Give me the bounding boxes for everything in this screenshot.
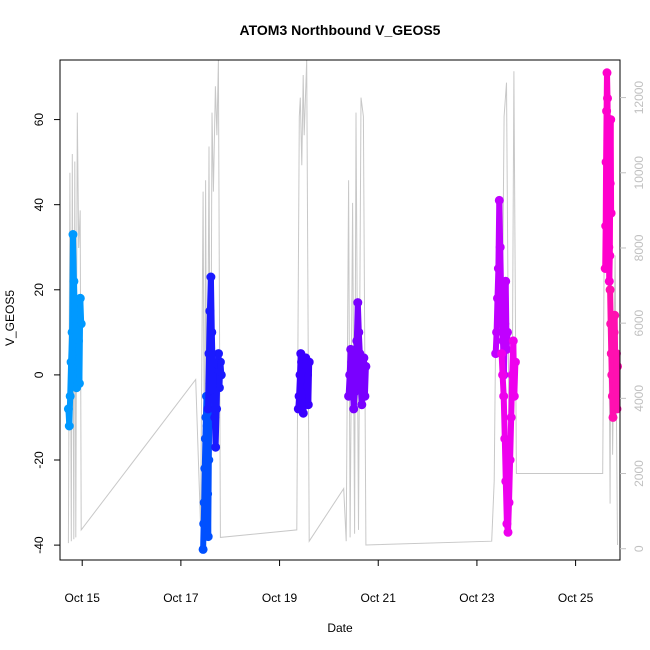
plot-frame	[59, 59, 621, 561]
series-2	[198, 357, 215, 554]
data-point-trace	[354, 299, 362, 336]
x-axis-label: Date	[327, 621, 353, 635]
data-point-trace	[511, 359, 519, 400]
plot-area	[63, 59, 622, 554]
series-6	[491, 195, 512, 380]
data-point-trace	[506, 457, 514, 506]
data-point-trace	[68, 329, 76, 366]
data-point-trace	[70, 278, 78, 315]
x-tick-label: Oct 25	[558, 591, 594, 605]
data-point-trace	[205, 457, 212, 540]
data-point-trace	[493, 295, 501, 336]
series-9	[605, 285, 622, 422]
data-point-trace	[614, 363, 621, 412]
data-point-trace	[496, 197, 504, 251]
y-tick-label: 0	[32, 371, 46, 378]
data-point-trace	[351, 363, 359, 395]
y-axis: -40 -20 0 20 40 60	[32, 113, 60, 554]
y-tick-label: -20	[32, 451, 46, 469]
data-point-trace	[507, 414, 515, 463]
data-point-trace	[205, 350, 212, 412]
y2-tick-label: 6000	[632, 309, 646, 336]
series-5	[344, 298, 371, 414]
data-point-trace	[209, 371, 217, 400]
data-point-trace	[503, 329, 511, 353]
data-point-trace	[208, 329, 216, 378]
y2-tick-label: 10000	[632, 156, 646, 190]
series-8	[600, 68, 616, 286]
chart-title: ATOM3 Northbound V_GEOS5	[240, 22, 441, 38]
x-tick-label: Oct 23	[459, 591, 495, 605]
series-7	[497, 336, 520, 537]
data-point-trace	[498, 350, 506, 378]
data-point-trace	[606, 252, 613, 285]
data-point-trace	[498, 286, 505, 315]
data-point-trace	[500, 393, 508, 442]
data-point-trace	[355, 329, 363, 357]
data-point-trace	[67, 359, 75, 400]
data-point-trace	[505, 499, 512, 536]
x-tick-label: Oct 21	[361, 591, 397, 605]
data-point-trace	[492, 329, 500, 357]
data-point-trace	[207, 274, 215, 336]
data-point-trace	[602, 223, 609, 272]
y-tick-label: 40	[32, 198, 46, 212]
y-tick-label: -40	[32, 536, 46, 554]
data-point-trace	[200, 520, 207, 553]
data-point-trace	[205, 405, 213, 463]
series-1	[63, 230, 86, 431]
data-point-trace	[200, 499, 208, 527]
altitude-profile-line	[67, 59, 618, 546]
data-point-trace	[305, 359, 313, 408]
y2-tick-label: 2000	[632, 460, 646, 487]
data-point-trace	[66, 393, 74, 429]
x-axis: Oct 15 Oct 17 Oct 19 Oct 21 Oct 23 Oct 25	[65, 560, 594, 605]
data-point-trace	[70, 231, 77, 285]
y2-axis: 0 2000 4000 6000 8000 10000 12000	[620, 81, 646, 552]
data-point-trace	[361, 363, 369, 400]
data-point-trace	[497, 244, 505, 293]
data-point-trace	[212, 405, 220, 451]
data-point-trace	[604, 69, 611, 102]
series-3	[203, 272, 226, 452]
data-point-trace	[501, 435, 509, 485]
y2-tick-label: 4000	[632, 385, 646, 412]
series-4	[293, 349, 314, 418]
data-point-trace	[217, 359, 225, 378]
data-point-trace	[499, 371, 507, 400]
y-tick-label: 20	[32, 283, 46, 297]
data-point-trace	[77, 295, 85, 327]
data-point-trace	[607, 286, 614, 327]
y2-tick-label: 12000	[632, 81, 646, 115]
y2-tick-label: 0	[632, 545, 646, 552]
x-tick-label: Oct 19	[262, 591, 298, 605]
y-axis-label: V_GEOS5	[3, 290, 17, 346]
y-tick-label: 60	[32, 113, 46, 127]
x-tick-label: Oct 15	[65, 591, 101, 605]
y2-tick-label: 8000	[632, 234, 646, 261]
x-tick-label: Oct 17	[163, 591, 199, 605]
